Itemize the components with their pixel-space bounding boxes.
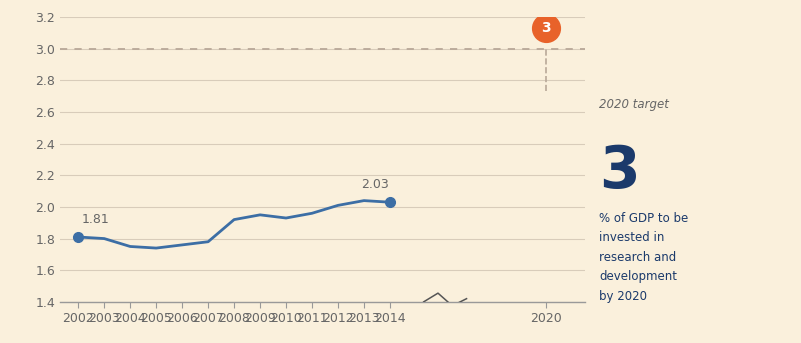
Text: 1.81: 1.81	[83, 213, 110, 226]
Text: 3: 3	[599, 143, 640, 200]
Text: % of GDP to be
invested in
research and
development
by 2020: % of GDP to be invested in research and …	[599, 212, 688, 303]
Text: 2.03: 2.03	[361, 178, 389, 191]
Text: 2020 target: 2020 target	[599, 98, 669, 111]
Text: 3: 3	[541, 21, 550, 35]
